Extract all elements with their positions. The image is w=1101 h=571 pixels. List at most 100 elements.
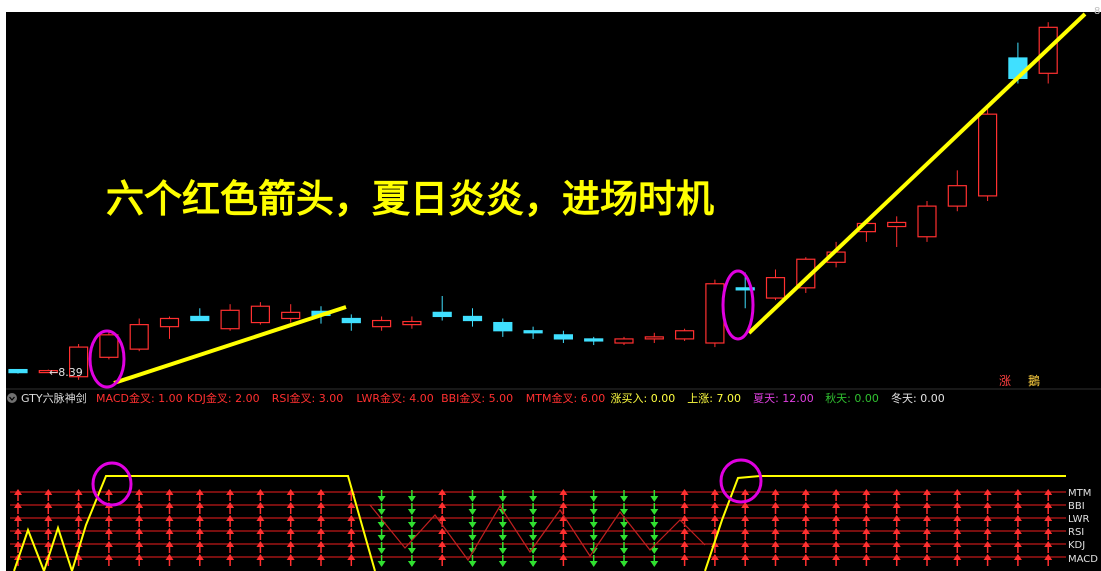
- arrow-head: [195, 502, 204, 508]
- arrow-down-icon: [650, 542, 659, 554]
- candle: [977, 109, 998, 201]
- arrow-head: [438, 502, 447, 508]
- candle: [99, 330, 119, 360]
- arrow-up-icon: [559, 515, 568, 527]
- top-right-price-label: 8: [1094, 6, 1100, 17]
- arrow-head: [44, 502, 53, 508]
- gear-icon[interactable]: [7, 393, 17, 403]
- arrow-down-icon: [377, 542, 386, 554]
- arrow-head: [286, 515, 295, 521]
- arrow-head: [529, 509, 538, 515]
- signal-grid: [10, 491, 1066, 558]
- arrow-up-icon: [680, 528, 689, 540]
- arrow-head: [317, 489, 325, 495]
- arrow-head: [317, 528, 325, 534]
- arrow-head: [650, 496, 659, 502]
- arrow-down-icon: [529, 516, 538, 528]
- arrow-head: [953, 515, 962, 521]
- indicator-name[interactable]: GTY六脉神剑: [21, 391, 87, 405]
- arrow-up-icon: [923, 528, 931, 540]
- arrow-down-icon: [377, 555, 386, 567]
- candle: [614, 336, 634, 346]
- arrow-head: [862, 502, 871, 508]
- arrow-up-icon: [104, 541, 113, 553]
- arrow-down-icon: [529, 529, 538, 541]
- candle: [644, 332, 664, 344]
- candle-body: [402, 320, 422, 326]
- arrow-up-icon: [195, 515, 204, 527]
- arrow-head: [165, 528, 174, 534]
- arrow-down-icon: [468, 529, 477, 541]
- arrow-up-icon: [1013, 541, 1022, 553]
- arrow-up-icon: [438, 528, 447, 540]
- arrow-head: [983, 515, 992, 521]
- arrow-up-icon: [1013, 489, 1022, 501]
- arrow-head: [44, 489, 53, 495]
- arrow-head: [832, 528, 841, 534]
- arrow-head: [771, 515, 780, 521]
- arrow-up-icon: [286, 515, 295, 527]
- arrow-head: [347, 554, 356, 560]
- arrow-head: [710, 502, 719, 508]
- candle: [129, 318, 149, 352]
- arrow-head: [1013, 528, 1022, 534]
- arrow-head: [226, 489, 235, 495]
- arrow-up-icon: [165, 502, 174, 514]
- arrow-down-icon: [620, 490, 628, 502]
- indicator-settings-button[interactable]: [7, 393, 17, 403]
- arrow-head: [104, 489, 113, 495]
- arrow-up-icon: [74, 502, 83, 514]
- arrow-head: [529, 535, 538, 541]
- arrow-head: [1044, 541, 1053, 547]
- arrow-up-icon: [317, 515, 325, 527]
- indicator-item: 夏天: 12.00: [753, 392, 814, 405]
- arrow-head: [892, 541, 901, 547]
- arrow-up-icon: [771, 502, 780, 514]
- candle-body: [462, 315, 483, 322]
- arrow-head: [1044, 502, 1053, 508]
- indicator-item: KDJ金叉: 2.00: [187, 391, 260, 405]
- candle-body: [553, 334, 574, 340]
- arrow-head: [226, 515, 235, 521]
- arrow-up-icon: [317, 502, 325, 514]
- arrow-head: [104, 541, 113, 547]
- arrow-up-icon: [862, 502, 871, 514]
- arrow-down-icon: [407, 555, 416, 567]
- arrow-head: [438, 489, 447, 495]
- arrow-up-icon: [832, 515, 841, 527]
- arrow-head: [771, 502, 780, 508]
- arrow-head: [680, 502, 689, 508]
- arrow-up-icon: [195, 554, 204, 566]
- arrow-up-icon: [983, 554, 992, 566]
- row-label-column: MTM BBI LWR RSI KDJ MACD: [1068, 488, 1098, 565]
- indicator-item: 上涨: 7.00: [687, 392, 741, 405]
- arrow-head: [256, 541, 265, 547]
- arrow-head: [953, 489, 962, 495]
- arrow-up-icon: [559, 489, 568, 501]
- arrow-head: [14, 541, 22, 547]
- arrow-head: [862, 489, 871, 495]
- arrow-up-icon: [195, 541, 204, 553]
- arrow-head: [498, 561, 507, 567]
- indicator-item: LWR金叉: 4.00: [356, 391, 433, 405]
- arrow-up-icon: [438, 554, 447, 566]
- arrow-head: [832, 541, 841, 547]
- arrow-up-icon: [741, 489, 750, 501]
- arrow-up-icon: [1044, 489, 1053, 501]
- arrow-head: [195, 554, 204, 560]
- arrow-head: [559, 515, 568, 521]
- row-label-lwr: LWR: [1068, 514, 1090, 525]
- arrow-head: [559, 502, 568, 508]
- candle-body: [644, 336, 664, 340]
- arrow-head: [589, 535, 598, 541]
- arrow-up-icon: [923, 554, 931, 566]
- arrow-head: [741, 541, 750, 547]
- arrow-up-icon: [317, 489, 325, 501]
- arrow-head: [377, 522, 386, 528]
- arrow-head: [195, 528, 204, 534]
- row-label-macd: MACD: [1068, 554, 1098, 565]
- candle: [402, 316, 422, 329]
- arrow-down-icon: [468, 490, 477, 502]
- arrow-head: [347, 515, 356, 521]
